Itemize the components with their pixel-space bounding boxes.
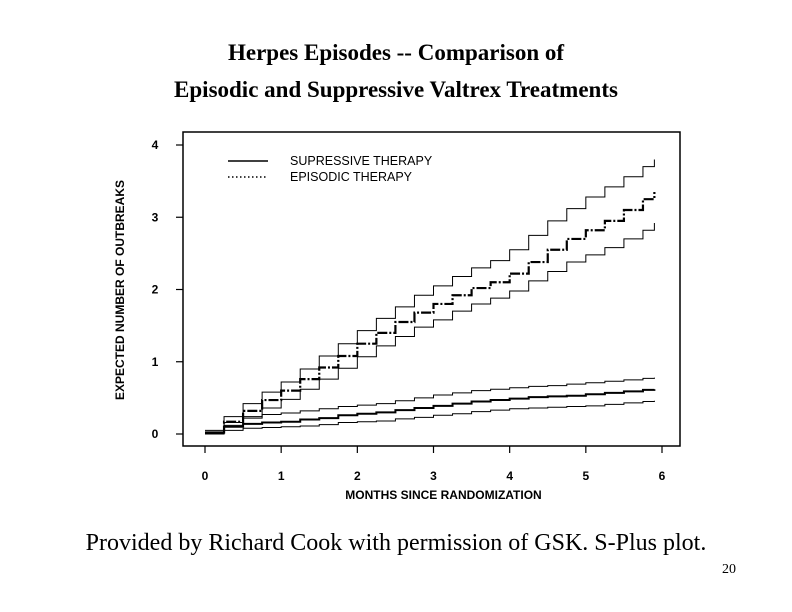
series-line-0 bbox=[205, 191, 656, 434]
y-axis-label: EXPECTED NUMBER OF OUTBREAKS bbox=[113, 180, 127, 400]
x-tick-label: 0 bbox=[202, 469, 209, 483]
series-line-2 bbox=[205, 223, 655, 435]
x-tick-label: 5 bbox=[582, 469, 589, 483]
chart-axes: 0 1 2 3 4 5 6 0 1 2 3 4 MONTHS SINCE RANDOMIZATION EX… bbox=[113, 131, 681, 502]
x-axis-label: MONTHS SINCE RANDOMIZATION bbox=[345, 488, 541, 502]
y-tick-label: 0 bbox=[152, 427, 159, 441]
y-tick-label: 2 bbox=[152, 283, 159, 297]
x-tick-label: 2 bbox=[354, 469, 361, 483]
slide-title-line-1: Herpes Episodes -- Comparison of bbox=[227, 40, 565, 65]
x-tick-label: 3 bbox=[430, 469, 437, 483]
chart-lines bbox=[205, 159, 656, 435]
x-tick-label: 4 bbox=[506, 469, 513, 483]
plot-frame bbox=[182, 131, 681, 447]
legend-label-1: EPISODIC THERAPY bbox=[290, 170, 413, 184]
series-line-1 bbox=[205, 159, 655, 431]
y-tick-label: 1 bbox=[152, 355, 159, 369]
y-tick-label: 3 bbox=[152, 210, 159, 224]
slide-caption: Provided by Richard Cook with permission… bbox=[85, 530, 707, 556]
slide-title-line-2: Episodic and Suppressive Valtrex Treatme… bbox=[174, 77, 618, 102]
chart-legend: SUPRESSIVE THERAPY EPISODIC THERAPY bbox=[228, 154, 433, 184]
legend-label-0: SUPRESSIVE THERAPY bbox=[290, 154, 433, 168]
page-number: 20 bbox=[722, 562, 736, 577]
x-tick-label: 6 bbox=[659, 469, 666, 483]
series-line-5 bbox=[205, 400, 655, 435]
series-line-3 bbox=[205, 388, 656, 434]
x-tick-label: 1 bbox=[278, 469, 285, 483]
series-line-4 bbox=[205, 377, 655, 433]
y-tick-label: 4 bbox=[152, 138, 159, 152]
